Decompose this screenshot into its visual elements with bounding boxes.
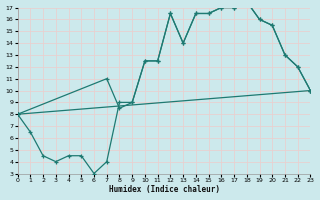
X-axis label: Humidex (Indice chaleur): Humidex (Indice chaleur) — [108, 185, 220, 194]
